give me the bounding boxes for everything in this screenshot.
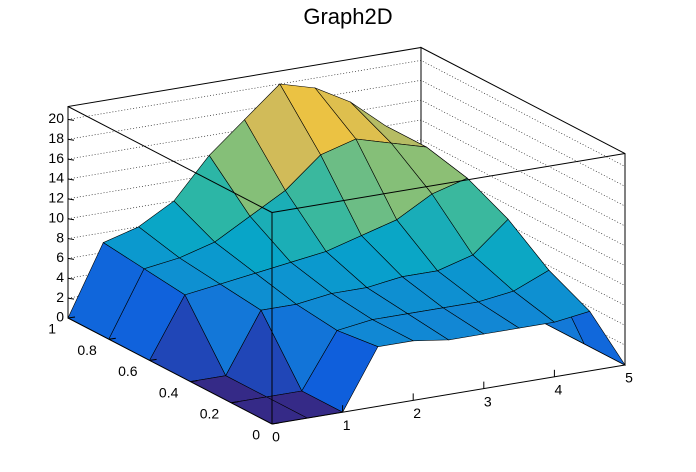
- tick-mark: [108, 337, 116, 340]
- grid-line: [67, 139, 626, 247]
- z-tick-label: 6: [56, 249, 64, 265]
- x-tick-label: 0: [272, 429, 280, 445]
- y-tick-label: 0: [252, 427, 260, 443]
- x-tick-label: 1: [343, 417, 351, 433]
- y-tick-label: 0.8: [77, 342, 97, 358]
- tick-mark: [231, 401, 239, 404]
- tick-mark: [67, 138, 75, 141]
- tick-mark: [67, 257, 75, 260]
- z-tick-label: 18: [48, 130, 64, 146]
- tick-mark: [149, 358, 157, 361]
- z-tick-label: 2: [56, 289, 64, 305]
- x-tick-label: 5: [625, 370, 633, 386]
- z-tick-label: 8: [56, 229, 64, 245]
- grid-line: [67, 119, 626, 227]
- z-tick-label: 10: [48, 209, 64, 225]
- x-tick-label: 4: [555, 382, 563, 398]
- z-tick-label: 0: [56, 309, 64, 325]
- y-tick-label: 0.2: [200, 406, 220, 422]
- grid-line: [67, 79, 626, 187]
- tick-mark: [67, 238, 75, 241]
- box-edge: [271, 153, 626, 213]
- tick-mark: [67, 277, 75, 280]
- z-tick-label: 20: [48, 110, 64, 126]
- y-tick-label: 0.4: [159, 384, 179, 400]
- z-tick-label: 12: [48, 190, 64, 206]
- z-tick-label: 14: [48, 170, 64, 186]
- tick-mark: [67, 297, 75, 300]
- z-tick-label: 16: [48, 150, 64, 166]
- x-tick-label: 3: [484, 393, 492, 409]
- y-tick-label: 0.6: [118, 363, 138, 379]
- tick-mark: [67, 198, 75, 201]
- axis-line: [271, 364, 626, 425]
- tick-mark: [67, 118, 75, 121]
- box-edge: [67, 106, 273, 213]
- z-tick-label: 4: [56, 269, 64, 285]
- grid-line: [67, 99, 626, 207]
- tick-mark: [271, 422, 280, 425]
- tick-mark: [67, 316, 76, 319]
- y-tick-label: 1: [48, 321, 56, 337]
- grid-line: [67, 60, 626, 167]
- tick-mark: [67, 178, 75, 181]
- tick-mark: [67, 158, 75, 161]
- chart-title: Graph2D: [303, 4, 392, 29]
- x-tick-label: 2: [413, 405, 421, 421]
- axis-line: [67, 317, 273, 425]
- tick-mark: [67, 218, 75, 221]
- tick-mark: [190, 380, 198, 383]
